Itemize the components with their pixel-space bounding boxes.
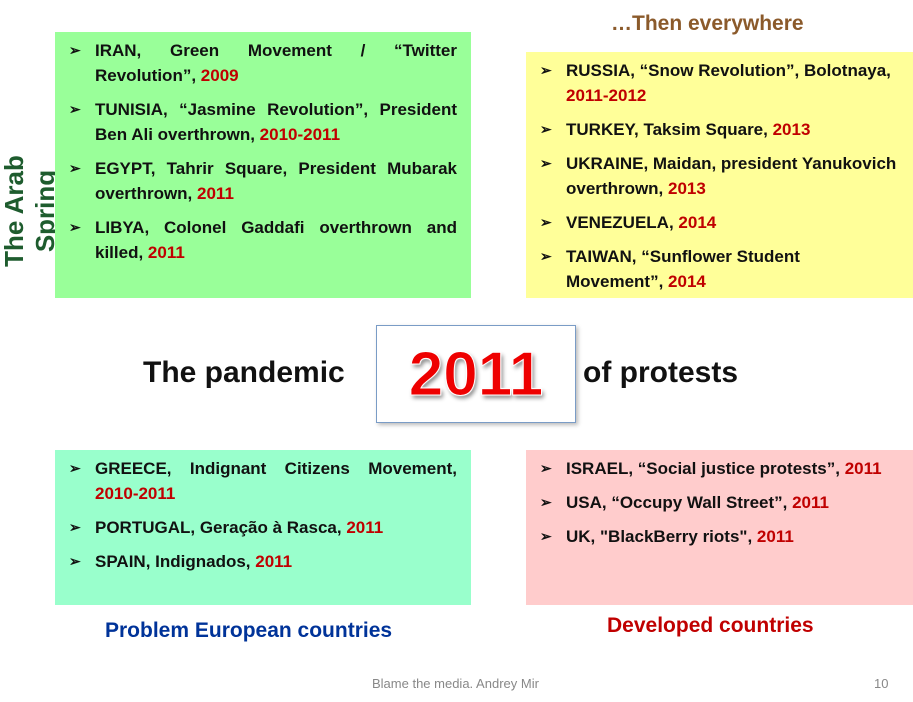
arrow-bullet-icon: ➢ bbox=[540, 460, 552, 476]
item-text: TURKEY, Taksim Square, bbox=[566, 120, 773, 139]
item-text: GREECE, Indignant Citizens Movement, bbox=[95, 459, 457, 478]
footer-text: Blame the media. Andrey Mir bbox=[372, 676, 539, 691]
developed-box: ➢ ISRAEL, “Social justice protests”, 2011… bbox=[526, 450, 913, 605]
list-item: ➢ TURKEY, Taksim Square, 2013 bbox=[536, 117, 899, 142]
list-item: ➢ PORTUGAL, Geração à Rasca, 2011 bbox=[65, 515, 457, 540]
item-year: 2011 bbox=[197, 184, 234, 203]
item-year: 2013 bbox=[668, 179, 706, 198]
page-number: 10 bbox=[874, 676, 889, 691]
list-item: ➢ RUSSIA, “Snow Revolution”, Bolotnaya, 2… bbox=[536, 58, 899, 108]
arrow-bullet-icon: ➢ bbox=[69, 460, 81, 476]
arrow-bullet-icon: ➢ bbox=[540, 214, 552, 230]
arrow-bullet-icon: ➢ bbox=[540, 62, 552, 78]
item-year: 2014 bbox=[678, 213, 717, 232]
list-item: ➢ TUNISIA, “Jasmine Revolution”, Presiden… bbox=[65, 97, 457, 147]
list-item: ➢ SPAIN, Indignados, 2011 bbox=[65, 549, 457, 574]
arrow-bullet-icon: ➢ bbox=[540, 155, 552, 171]
item-year: 2011-2012 bbox=[566, 86, 647, 105]
everywhere-box: ➢ RUSSIA, “Snow Revolution”, Bolotnaya, 2… bbox=[526, 52, 913, 298]
list-item: ➢ UKRAINE, Maidan, president Yanukovich o… bbox=[536, 151, 899, 201]
item-year: 2011 bbox=[792, 493, 829, 512]
arrow-bullet-icon: ➢ bbox=[69, 219, 81, 235]
arrow-bullet-icon: ➢ bbox=[69, 42, 81, 58]
item-text: VENEZUELA, bbox=[566, 213, 679, 232]
label-developed: Developed countries bbox=[607, 614, 814, 637]
item-year: 2011 bbox=[844, 459, 882, 478]
item-year: 2011 bbox=[147, 243, 185, 262]
item-text: USA, “Occupy Wall Street”, bbox=[566, 493, 793, 512]
item-text: RUSSIA, “Snow Revolution”, Bolotnaya, bbox=[566, 61, 891, 80]
item-text: ISRAEL, “Social justice protests”, bbox=[566, 459, 845, 478]
list-item: ➢ USA, “Occupy Wall Street”, 2011 bbox=[536, 490, 899, 515]
label-european: Problem European countries bbox=[105, 619, 393, 642]
year-box: 2011 bbox=[376, 325, 576, 423]
item-text: PORTUGAL, Geração à Rasca, bbox=[95, 518, 347, 537]
list-item: ➢ LIBYA, Colonel Gaddafi overthrown and k… bbox=[65, 215, 457, 265]
item-text: EGYPT, Tahrir Square, President Mubarak … bbox=[95, 159, 457, 203]
item-year: 2011 bbox=[756, 527, 794, 546]
heading-then-everywhere: …Then everywhere bbox=[611, 12, 804, 35]
item-text: UKRAINE, Maidan, president Yanukovich ov… bbox=[566, 154, 897, 198]
arrow-bullet-icon: ➢ bbox=[69, 160, 81, 176]
list-item: ➢ IRAN, Green Movement / “Twitter Revolut… bbox=[65, 38, 457, 88]
arab-spring-box: ➢ IRAN, Green Movement / “Twitter Revolut… bbox=[55, 32, 471, 298]
arrow-bullet-icon: ➢ bbox=[69, 553, 81, 569]
heading-arab-spring: The Arab Spring bbox=[0, 155, 60, 267]
item-text: UK, "BlackBerry riots", bbox=[566, 527, 757, 546]
year-highlight: 2011 bbox=[408, 339, 544, 409]
item-text: IRAN, Green Movement / “Twitter Revoluti… bbox=[95, 41, 457, 85]
list-item: ➢ TAIWAN, “Sunflower Student Movement”, 2… bbox=[536, 244, 899, 294]
item-text: SPAIN, Indignados, bbox=[95, 552, 256, 571]
item-text: LIBYA, Colonel Gaddafi overthrown and ki… bbox=[95, 218, 457, 262]
item-year: 2011 bbox=[346, 518, 384, 537]
list-item: ➢ EGYPT, Tahrir Square, President Mubarak… bbox=[65, 156, 457, 206]
item-year: 2013 bbox=[772, 120, 811, 139]
arrow-bullet-icon: ➢ bbox=[540, 248, 552, 264]
arrow-bullet-icon: ➢ bbox=[69, 519, 81, 535]
item-year: 2009 bbox=[200, 66, 239, 85]
arrow-bullet-icon: ➢ bbox=[540, 528, 552, 544]
arrow-bullet-icon: ➢ bbox=[540, 121, 552, 137]
item-year: 2014 bbox=[668, 272, 706, 291]
list-item: ➢ UK, "BlackBerry riots", 2011 bbox=[536, 524, 899, 549]
item-year: 2010-2011 bbox=[95, 484, 176, 503]
list-item: ➢ ISRAEL, “Social justice protests”, 2011 bbox=[536, 456, 899, 481]
list-item: ➢ GREECE, Indignant Citizens Movement, 20… bbox=[65, 456, 457, 506]
center-text-right: of protests bbox=[583, 356, 739, 389]
list-item: ➢ VENEZUELA, 2014 bbox=[536, 210, 899, 235]
center-text-left: The pandemic bbox=[143, 356, 345, 389]
item-year: 2010-2011 bbox=[259, 125, 341, 144]
item-text: TAIWAN, “Sunflower Student Movement”, bbox=[566, 247, 800, 291]
arrow-bullet-icon: ➢ bbox=[69, 101, 81, 117]
arrow-bullet-icon: ➢ bbox=[540, 494, 552, 510]
european-box: ➢ GREECE, Indignant Citizens Movement, 20… bbox=[55, 450, 471, 605]
item-year: 2011 bbox=[255, 552, 293, 571]
item-text: TUNISIA, “Jasmine Revolution”, President… bbox=[95, 100, 457, 144]
